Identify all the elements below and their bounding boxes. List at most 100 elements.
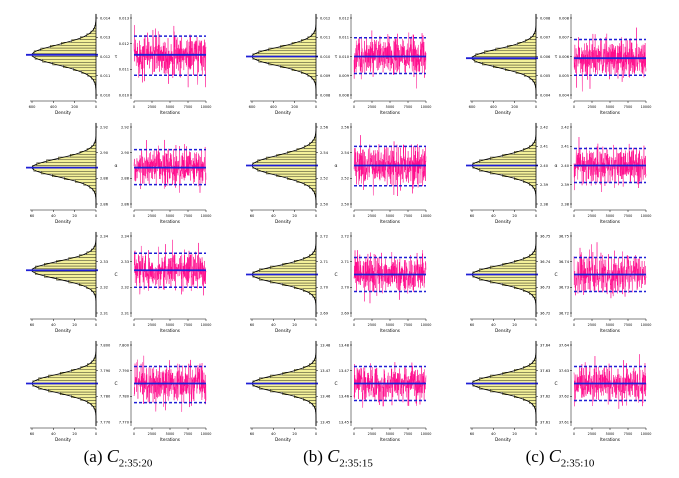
histogram-ytick-label: 2.41 [540, 145, 548, 149]
histogram-bar [269, 265, 317, 270]
trace-ytick-label: 0.004 [559, 93, 570, 97]
histogram-ytick-label: 7.770 [100, 420, 111, 424]
trace-ylabel: C [554, 272, 557, 278]
trace-ytick-label: 2.54 [341, 151, 350, 155]
histogram-ytick-label: 0.011 [100, 74, 110, 78]
iteration-tick-label: 0 [573, 214, 575, 218]
trace-ytick-label: 0.009 [339, 74, 350, 78]
trace-ytick-label: 2.88 [121, 177, 130, 181]
density-tick-label: 60 [250, 214, 255, 218]
histogram-ytick-label: 2.70 [320, 286, 329, 290]
histogram-ytick-label: 7.800 [100, 343, 111, 347]
histogram-ytick-label: 2.69 [320, 311, 329, 315]
density-tick-label: 0 [95, 323, 98, 327]
trace-line [133, 239, 207, 296]
histogram-ytick-label: 0.006 [540, 55, 551, 59]
histogram-ytick-label: 36.75 [540, 234, 550, 238]
trace-ytick-label: 7.780 [119, 395, 130, 399]
iteration-tick-label: 5000 [166, 214, 175, 218]
histogram-bar [269, 388, 317, 393]
iteration-tick-label: 0 [353, 105, 355, 109]
trace-ytick-label: 2.70 [341, 286, 350, 290]
histogram-ytick-label: 2.72 [320, 234, 328, 238]
density-tick-label: 60 [30, 323, 35, 327]
histogram-ytick-label: 37.61 [540, 420, 550, 424]
histogram-bar [42, 59, 97, 63]
histogram-bar [50, 44, 97, 49]
histogram-bar [52, 61, 97, 66]
caption-b-sub: 2:35:15 [339, 457, 373, 470]
iteration-tick-label: 0 [573, 323, 575, 327]
trace-ylabel: α [555, 164, 558, 169]
density-tick-label: 60 [470, 432, 475, 436]
trace-ylabel: α [335, 164, 338, 169]
iteration-tick-label: 0 [133, 105, 135, 109]
trace-ylabel: α [115, 164, 118, 169]
iterations-axis-label: Iterations [160, 328, 180, 333]
density-tick-label: 40 [491, 323, 496, 327]
histogram-bar [40, 170, 97, 175]
panel-0-2: 60 40 20 0 Density 2.34 2.33 2.32 2.31 C 2.34 2.33 2… [26, 231, 211, 333]
density-axis-label: Density [55, 328, 71, 333]
trace-ytick-label: 2.69 [341, 311, 350, 315]
iteration-tick-label: 7500 [624, 323, 633, 327]
density-tick-label: 60 [250, 323, 255, 327]
iteration-tick-label: 10000 [641, 105, 652, 109]
histogram-bar [35, 265, 97, 270]
density-tick-label: 60 [470, 214, 475, 218]
trace-ytick-label: 0.012 [119, 42, 129, 46]
trace-ytick-label: 2.40 [561, 164, 570, 168]
panel-0-1: 60 40 20 0 Density 2.92 2.90 2.88 2.86 α 2.92 2.90 2… [26, 122, 211, 224]
density-tick-label: 0 [95, 214, 98, 218]
trace-ytick-label: 2.33 [121, 260, 129, 264]
caption-c-label: (c) [525, 447, 549, 466]
histogram-ytick-label: 2.42 [540, 125, 548, 129]
density-tick-label: 0 [535, 105, 538, 109]
trace-ylabel: C [114, 381, 117, 387]
density-tick-label: 20 [292, 323, 297, 327]
iteration-tick-label: 10000 [421, 432, 432, 436]
trace-ytick-label: 0.006 [559, 55, 570, 59]
iteration-tick-label: 5000 [606, 214, 615, 218]
histogram-bar [48, 388, 97, 393]
trace-ytick-label: 2.32 [121, 286, 129, 290]
histogram-bar [474, 59, 537, 63]
trace-ytick-label: 2.38 [561, 202, 570, 206]
iteration-tick-label: 7500 [624, 432, 633, 436]
density-tick-label: 20 [512, 323, 517, 327]
panel-2-3: 60 40 20 0 Density 37.64 37.63 37.62 37.61 C 37.64… [466, 340, 651, 442]
histogram-bar [259, 377, 317, 381]
trace-ytick-label: 0.012 [339, 16, 349, 20]
histogram-bar [52, 173, 97, 178]
panel-1-1: 60 40 20 0 Density 2.56 2.54 2.52 2.50 α 2.56 2.54 2… [246, 122, 431, 224]
trace-ytick-label: 2.72 [341, 234, 349, 238]
trace-ytick-label: 0.007 [559, 36, 569, 40]
trace-ytick-label: 2.31 [121, 311, 129, 315]
caption-c-sub: 2:35:10 [560, 457, 595, 470]
iteration-tick-label: 0 [133, 214, 135, 218]
histogram-bar [479, 277, 537, 281]
histogram-bar [259, 386, 317, 390]
histogram-ytick-label: 0.012 [100, 55, 110, 59]
trace-ytick-label: 0.008 [559, 16, 570, 20]
iteration-tick-label: 2500 [148, 432, 157, 436]
histogram-bar [484, 50, 537, 54]
density-curve [31, 14, 97, 99]
iteration-tick-label: 7500 [404, 105, 413, 109]
panel-2-1: 60 40 20 0 Density 2.42 2.41 2.40 2.39 2.38 α 2.42 2… [466, 122, 651, 224]
trace-ylabel: τ [335, 55, 338, 60]
histogram-ytick-label: 2.34 [100, 234, 109, 238]
iterations-axis-label: Iterations [600, 219, 620, 224]
iteration-tick-label: 10000 [641, 323, 652, 327]
histogram-bar [475, 53, 537, 57]
trace-line [353, 135, 427, 197]
density-tick-label: 0 [95, 105, 98, 109]
histogram-bar [479, 159, 537, 163]
histogram-bar [33, 50, 97, 54]
histogram-bar [265, 170, 317, 175]
histogram-ytick-label: 13.45 [320, 420, 330, 424]
panel-1-3: 60 40 20 0 Density 13.48 13.47 13.46 13.45 C 13.48… [246, 340, 432, 442]
trace-line [353, 250, 427, 304]
histogram-bar [61, 42, 97, 46]
histogram-ytick-label: 0.005 [540, 74, 550, 78]
